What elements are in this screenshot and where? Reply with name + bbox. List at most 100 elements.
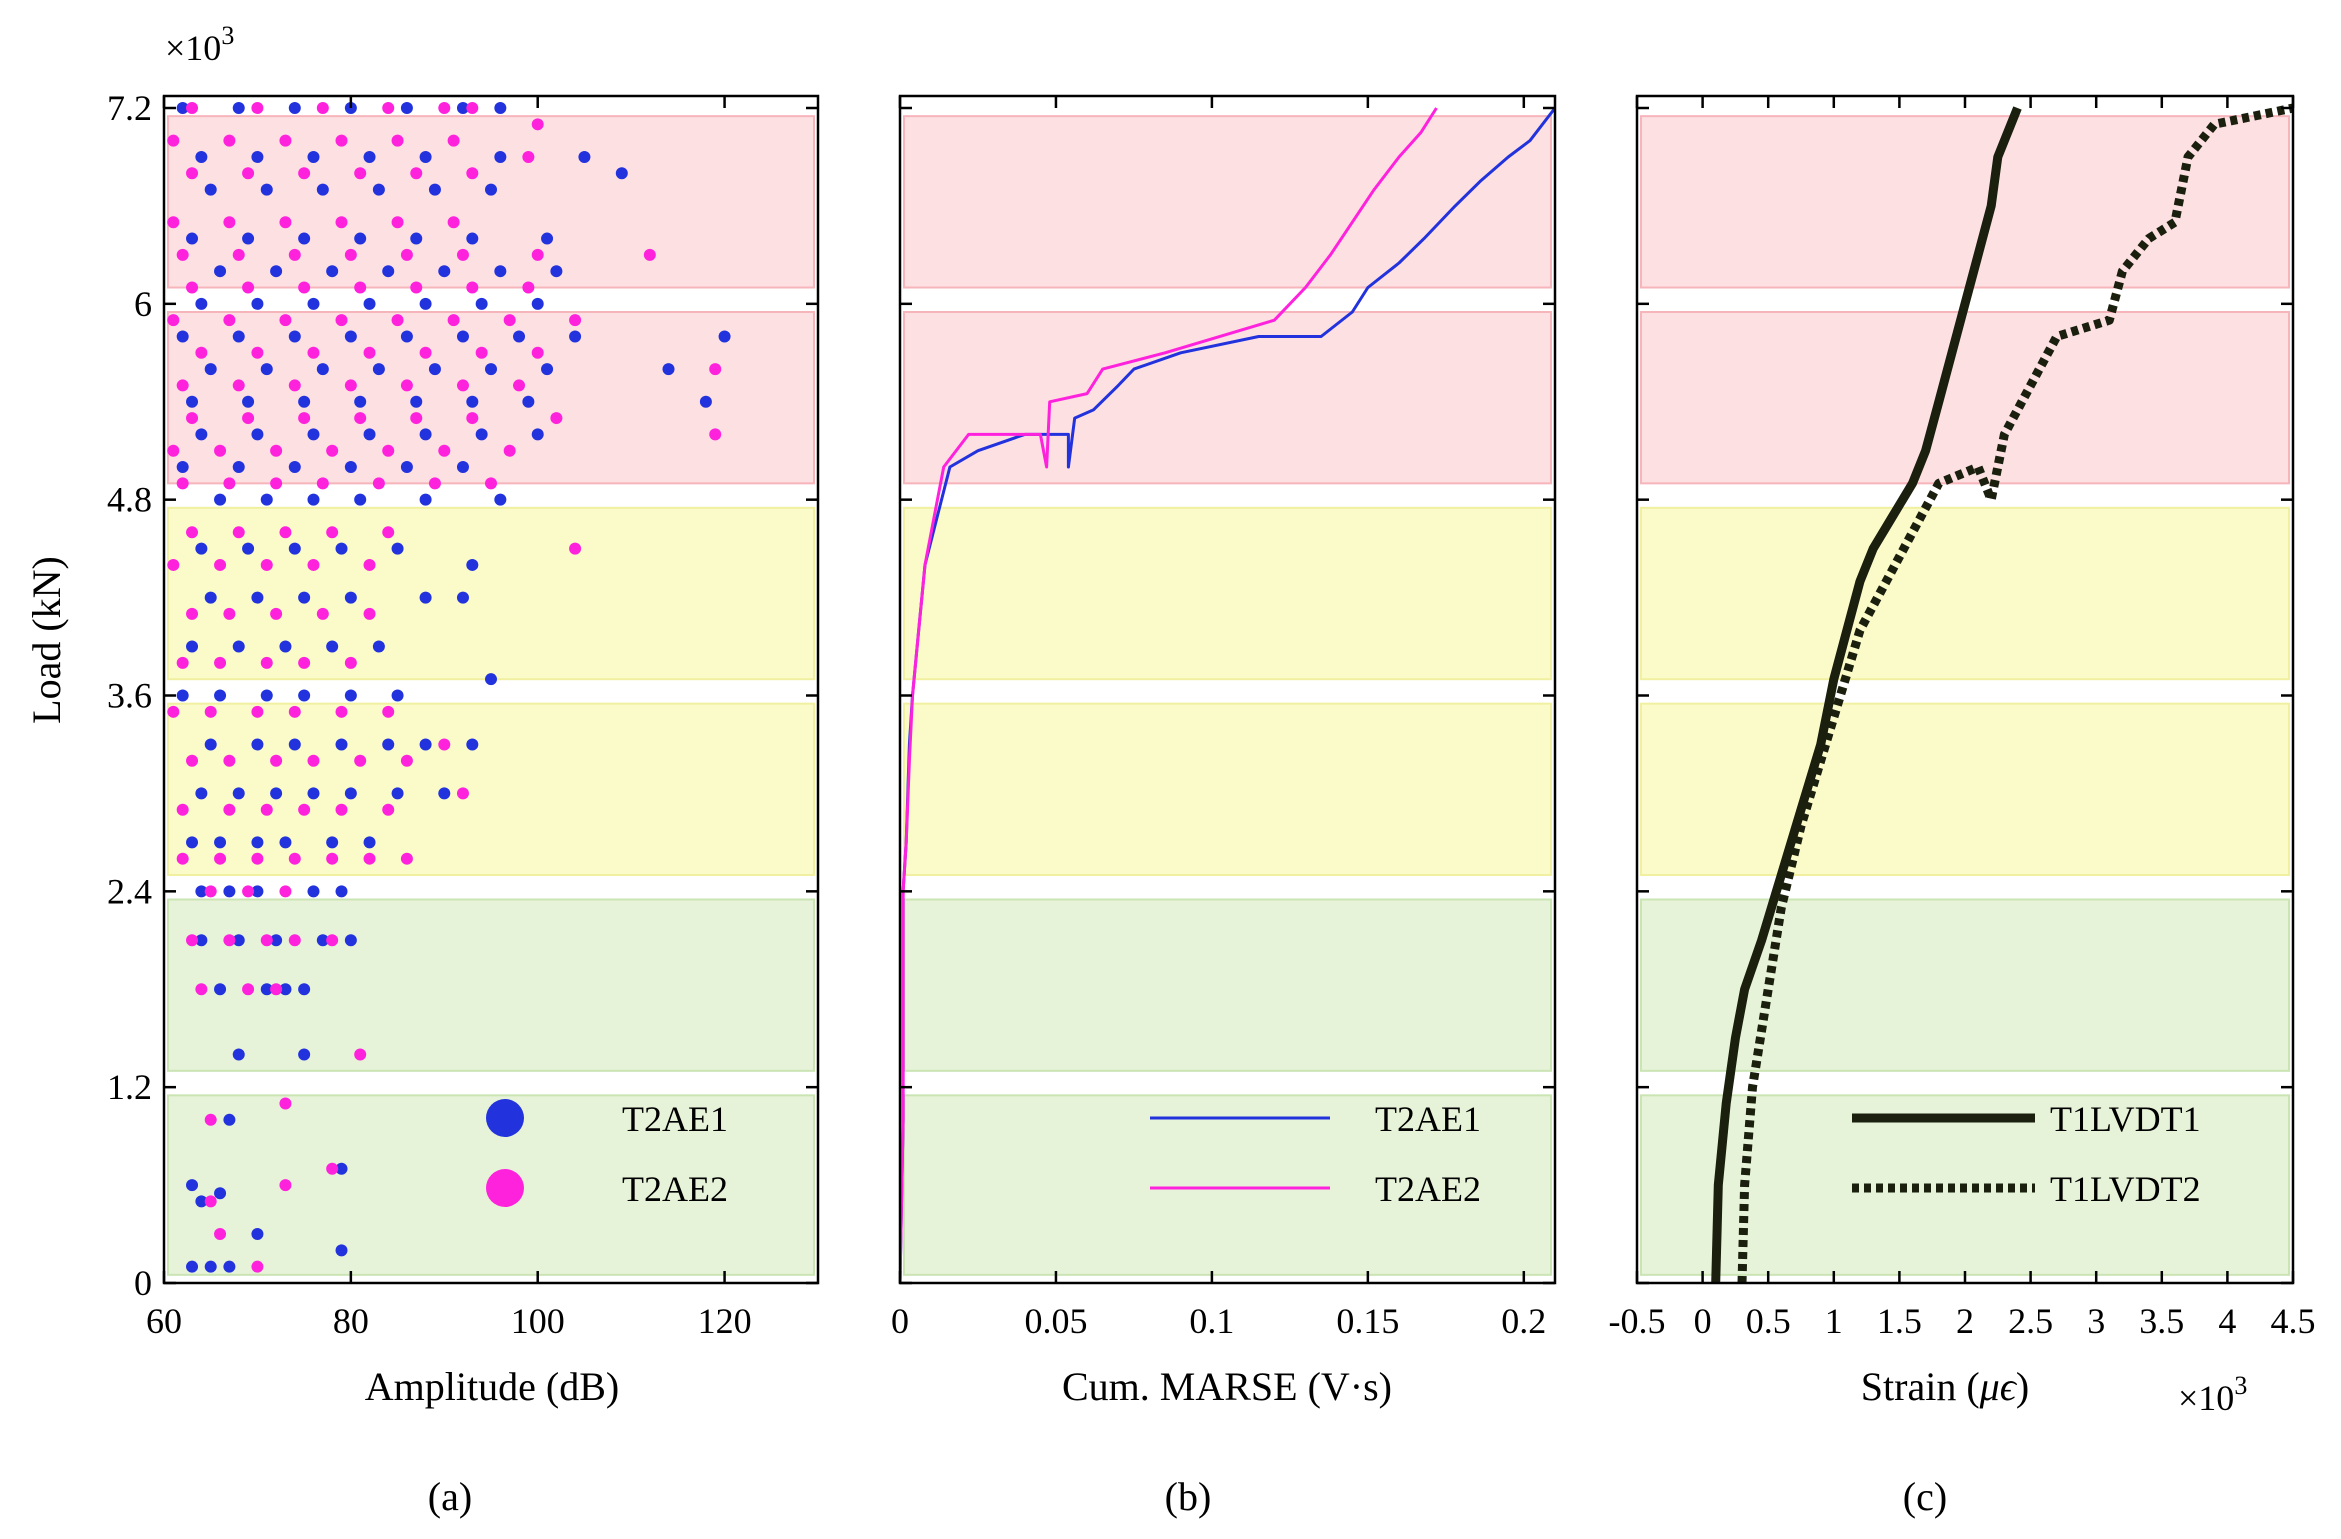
- x-axis-label-a: Amplitude (dB): [365, 1364, 619, 1409]
- scatter-point-t2ae2: [466, 167, 479, 180]
- scatter-point-t2ae2: [335, 134, 348, 147]
- scatter-point-t2ae1: [615, 167, 628, 180]
- scatter-point-t2ae1: [419, 297, 432, 310]
- scatter-point-t2ae1: [251, 297, 264, 310]
- scatter-point-t2ae1: [195, 934, 208, 947]
- scatter-point-t2ae2: [279, 314, 292, 327]
- scatter-point-t2ae2: [242, 983, 255, 996]
- legend: T1LVDT1 T1LVDT2: [1852, 1099, 2201, 1209]
- scatter-point-t2ae2: [400, 379, 413, 392]
- scatter-point-t2ae1: [466, 558, 479, 571]
- scatter-point-t2ae2: [531, 248, 544, 261]
- scatter-point-t2ae2: [326, 1162, 339, 1175]
- load-band-yellow: [167, 702, 815, 877]
- x-tick-label: 3: [2087, 1301, 2105, 1341]
- x-tick-label: 0.5: [1746, 1301, 1791, 1341]
- scatter-point-t2ae1: [260, 493, 273, 506]
- scatter-point-t2ae2: [204, 885, 217, 898]
- scatter-point-t2ae2: [214, 656, 227, 669]
- scatter-point-t2ae1: [335, 885, 348, 898]
- scatter-point-t2ae1: [223, 1260, 236, 1273]
- scatter-point-t2ae1: [391, 542, 404, 555]
- scatter-point-t2ae1: [699, 395, 712, 408]
- scatter-point-t2ae1: [550, 265, 563, 278]
- series-line-t2ae2: [900, 107, 1438, 1283]
- scatter-point-t2ae2: [176, 803, 189, 816]
- scatter-point-t2ae2: [279, 526, 292, 539]
- scatter-point-t2ae2: [270, 754, 283, 767]
- scatter-point-t2ae2: [223, 754, 236, 767]
- scatter-point-t2ae1: [279, 983, 292, 996]
- x-axis-label-c: Strain (μϵ): [1861, 1364, 2029, 1409]
- scatter-point-t2ae2: [186, 102, 199, 114]
- scatter-point-t2ae2: [260, 656, 273, 669]
- scatter-point-t2ae1: [195, 542, 208, 555]
- scatter-point-t2ae1: [195, 297, 208, 310]
- scatter-point-t2ae2: [251, 1260, 264, 1273]
- scatter-point-t2ae2: [569, 314, 582, 327]
- scatter-point-t2ae2: [204, 705, 217, 718]
- legend-marker-t2ae2: [486, 1169, 524, 1207]
- scatter-point-t2ae2: [279, 216, 292, 229]
- scatter-point-t2ae2: [372, 477, 385, 490]
- load-band-red: [167, 310, 815, 485]
- load-band-yellow: [1640, 506, 2290, 681]
- load-band-red: [1640, 310, 2290, 485]
- y-tick-label: 2.4: [107, 871, 152, 911]
- scatter-point-t2ae2: [447, 216, 460, 229]
- plot-area: [167, 102, 731, 1273]
- scatter-point-t2ae2: [298, 803, 311, 816]
- x-tick-label: 60: [146, 1301, 182, 1341]
- scatter-point-t2ae1: [428, 183, 441, 196]
- x-tick-label: 80: [333, 1301, 369, 1341]
- scatter-point-t2ae1: [363, 150, 376, 163]
- y-tick-labels: 0 1.2 2.4 3.6 4.8 6 7.2: [107, 88, 152, 1303]
- scatter-point-t2ae2: [260, 803, 273, 816]
- scatter-point-t2ae2: [223, 607, 236, 620]
- scatter-point-t2ae2: [363, 346, 376, 359]
- load-band-red: [903, 310, 1552, 485]
- x-tick-label: 4: [2218, 1301, 2236, 1341]
- scatter-point-t2ae1: [195, 150, 208, 163]
- plot-area: [1711, 103, 2293, 1283]
- scatter-point-t2ae2: [223, 803, 236, 816]
- scatter-point-t2ae1: [298, 1048, 311, 1061]
- legend-label: T1LVDT1: [2050, 1099, 2201, 1139]
- x-tick-label: 0.1: [1189, 1301, 1234, 1341]
- scatter-point-t2ae2: [531, 118, 544, 131]
- scatter-point-t2ae1: [176, 689, 189, 702]
- scatter-point-t2ae1: [251, 428, 264, 441]
- scatter-point-t2ae1: [176, 461, 189, 474]
- x-tick-label: 0.15: [1336, 1301, 1399, 1341]
- scatter-point-t2ae1: [485, 673, 497, 686]
- scatter-point-t2ae1: [298, 591, 311, 604]
- scatter-point-t2ae1: [288, 738, 301, 751]
- x-tick-label: 0: [891, 1301, 909, 1341]
- scatter-point-t2ae1: [531, 428, 544, 441]
- scatter-point-t2ae1: [419, 738, 432, 751]
- scatter-point-t2ae1: [344, 934, 357, 947]
- scatter-point-t2ae1: [344, 461, 357, 474]
- scatter-point-t2ae1: [251, 836, 264, 849]
- scatter-point-t2ae2: [251, 346, 264, 359]
- scatter-point-t2ae1: [186, 640, 199, 653]
- scatter-point-t2ae1: [335, 1244, 348, 1257]
- load-band-yellow: [903, 506, 1552, 681]
- scatter-point-t2ae2: [466, 412, 479, 425]
- scatter-point-t2ae1: [186, 1260, 199, 1273]
- scatter-point-t2ae2: [316, 607, 329, 620]
- load-band-red: [903, 115, 1552, 289]
- scatter-point-t2ae1: [456, 330, 469, 343]
- x-tick-label: 4.5: [2271, 1301, 2316, 1341]
- scatter-point-t2ae2: [382, 102, 395, 114]
- y-tick-label: 3.6: [107, 676, 152, 716]
- scatter-point-t2ae2: [288, 248, 301, 261]
- scatter-point-t2ae2: [475, 346, 488, 359]
- scatter-point-t2ae1: [232, 102, 245, 114]
- scatter-point-t2ae2: [298, 656, 311, 669]
- legend-label: T1LVDT2: [2050, 1169, 2201, 1209]
- scatter-point-t2ae2: [167, 705, 180, 718]
- scatter-point-t2ae2: [316, 477, 329, 490]
- scatter-point-t2ae1: [279, 640, 292, 653]
- panel-c-strain: -0.5 0 0.5 1 1.5 2 2.5 3 3.5 4 4.5 T1LVDT1 T1LVDT2: [1609, 94, 2316, 1341]
